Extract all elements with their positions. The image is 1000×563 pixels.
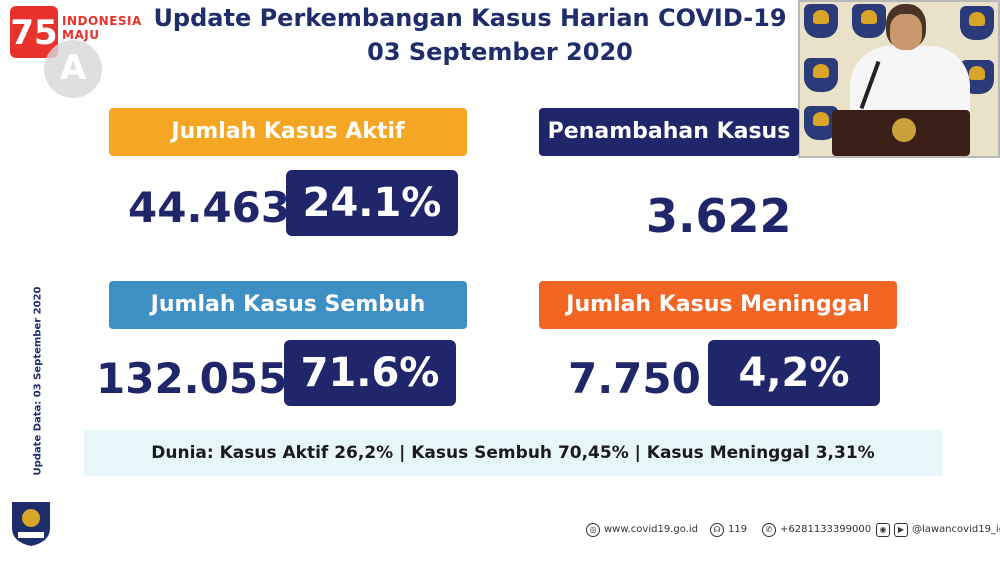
footer-whatsapp: ✆ +6281133399000: [762, 521, 871, 539]
footer-social-text: @lawancovid19_id: [912, 524, 1000, 535]
instagram-icon: ◉: [876, 523, 890, 537]
logo-line2: MAJU: [62, 28, 100, 42]
svg-text:75: 75: [10, 13, 57, 53]
indonesia-75-logo: 75: [10, 6, 58, 58]
page-date: 03 September 2020: [367, 38, 633, 66]
speaker-video: [798, 0, 1000, 158]
kasus-meninggal-label: Jumlah Kasus Meninggal: [539, 281, 897, 329]
kasus-meninggal-percent: 4,2%: [708, 340, 880, 406]
page-title: Update Perkembangan Kasus Harian COVID-1…: [153, 4, 787, 32]
watermark-icon: A: [44, 40, 102, 98]
globe-icon: ◎: [586, 523, 600, 537]
kasus-aktif-label: Jumlah Kasus Aktif: [109, 108, 467, 156]
footer-whatsapp-text: +6281133399000: [780, 524, 872, 535]
world-stats-bar: Dunia: Kasus Aktif 26,2% | Kasus Sembuh …: [84, 430, 942, 476]
footer-website-text: www.covid19.go.id: [604, 524, 698, 535]
footer-hotline-text: 119: [728, 524, 748, 535]
kasus-meninggal-value: 7.750: [568, 354, 701, 403]
speaker-face: [890, 14, 922, 50]
side-update-label: Update Data: 03 September 2020: [32, 286, 44, 476]
garuda-badge-icon: [804, 4, 838, 38]
kasus-sembuh-value: 132.055: [96, 354, 288, 403]
kasus-sembuh-percent: 71.6%: [284, 340, 456, 406]
garuda-badge-icon: [804, 58, 838, 92]
logo-line1: INDONESIA: [62, 14, 142, 28]
logo-text: INDONESIA MAJU: [62, 14, 142, 42]
penambahan-kasus-value: 3.622: [646, 189, 792, 243]
garuda-badge-icon: [960, 6, 994, 40]
covid19-task-force-emblem: [12, 502, 50, 546]
whatsapp-icon: ✆: [762, 523, 776, 537]
footer-hotline: ☊ 119: [710, 521, 747, 539]
footer-website: ◎ www.covid19.go.id: [586, 521, 698, 539]
kasus-sembuh-label: Jumlah Kasus Sembuh: [109, 281, 467, 329]
kasus-aktif-value: 44.463: [128, 183, 291, 232]
footer-social: ◉ ▶ @lawancovid19_id: [876, 521, 1000, 539]
podium-emblem-icon: [892, 118, 916, 142]
side-update-text: Update Data: 03 September 2020: [28, 287, 44, 480]
kasus-aktif-percent: 24.1%: [286, 170, 458, 236]
youtube-icon: ▶: [894, 523, 908, 537]
garuda-badge-icon: [852, 4, 886, 38]
penambahan-kasus-label: Penambahan Kasus: [539, 108, 799, 156]
headset-icon: ☊: [710, 523, 724, 537]
